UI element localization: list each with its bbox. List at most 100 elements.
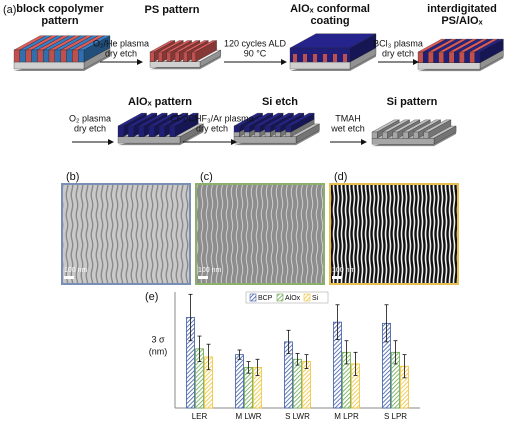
sem-image bbox=[61, 183, 191, 285]
error-bar bbox=[237, 349, 242, 360]
prism-front bbox=[43, 49, 50, 63]
block bbox=[371, 119, 457, 147]
prism-front bbox=[60, 49, 67, 63]
bar bbox=[293, 358, 302, 409]
scale-text: 100 nm bbox=[64, 267, 88, 274]
prism-front bbox=[392, 131, 398, 139]
prism-front bbox=[25, 49, 32, 63]
step-title: coating bbox=[310, 15, 349, 27]
prism-front bbox=[254, 125, 260, 133]
step-title: interdigitated bbox=[427, 3, 497, 15]
prism-front bbox=[233, 136, 297, 144]
error-bar bbox=[246, 361, 251, 374]
prism-front bbox=[264, 131, 271, 137]
prism-front bbox=[417, 51, 424, 63]
prism-front bbox=[289, 61, 351, 70]
sem-image bbox=[195, 183, 325, 285]
arrow-label: wet etch bbox=[330, 123, 365, 133]
scale-text: 100 nm bbox=[198, 267, 222, 274]
prism-front bbox=[31, 49, 38, 63]
step-title: Si etch bbox=[262, 96, 298, 108]
prism-front bbox=[371, 138, 435, 145]
prism-front bbox=[382, 131, 388, 139]
prism-front bbox=[423, 51, 429, 63]
prism-front bbox=[275, 125, 281, 133]
block bbox=[149, 40, 221, 70]
prism-front bbox=[174, 51, 180, 62]
stripe bbox=[323, 54, 327, 62]
prism-front bbox=[183, 51, 188, 62]
arrow-label: O₂ plasma bbox=[69, 113, 111, 123]
arrow-label: O₂/He plasma bbox=[93, 38, 149, 48]
arrow-label: dry etch bbox=[382, 48, 414, 58]
prism-front bbox=[148, 125, 155, 137]
x-tick-label: LER bbox=[192, 412, 208, 421]
prism-front bbox=[244, 125, 250, 133]
legend-label: BCP bbox=[258, 295, 273, 302]
step-title: PS/AlOₓ bbox=[441, 15, 483, 27]
panel-label: (c) bbox=[200, 171, 213, 183]
error-bar bbox=[286, 329, 291, 354]
error-bar bbox=[206, 343, 211, 371]
stripe bbox=[293, 54, 297, 62]
error-bar bbox=[197, 335, 202, 363]
panel-label: (b) bbox=[66, 171, 79, 183]
scale-bar bbox=[198, 276, 208, 279]
prism-front bbox=[128, 125, 134, 137]
arrow-label: TMAH bbox=[335, 113, 361, 123]
prism-front bbox=[149, 51, 155, 62]
stripe bbox=[313, 54, 317, 62]
panel-label: (d) bbox=[334, 171, 347, 183]
error-bar bbox=[353, 351, 358, 376]
bar-chart: (e) 3 σ (nm) LER M LWR S LWR M LPR S LPR BCP AlOx… bbox=[145, 291, 420, 421]
legend-label: AlOx bbox=[285, 295, 301, 302]
error-bar bbox=[384, 304, 389, 343]
prism-front bbox=[72, 49, 79, 63]
x-tick-label: M LWR bbox=[235, 412, 261, 421]
stripe bbox=[303, 54, 307, 62]
error-bar bbox=[255, 358, 260, 376]
prism-front bbox=[117, 136, 181, 144]
block bbox=[117, 112, 204, 146]
prism-front bbox=[48, 49, 55, 63]
block bbox=[13, 35, 111, 71]
arrow-label: 90 °C bbox=[244, 48, 267, 58]
arrow-label: BCl₃ plasma bbox=[373, 38, 423, 48]
error-bar bbox=[295, 353, 300, 366]
prism-front bbox=[454, 51, 460, 63]
step-title: Si pattern bbox=[387, 96, 438, 108]
prism-front bbox=[138, 125, 144, 137]
arrow-label: dry etch bbox=[196, 123, 228, 133]
arrow-label: dry etch bbox=[74, 123, 106, 133]
stripe bbox=[343, 54, 347, 62]
prism-front bbox=[469, 51, 475, 63]
prism-front bbox=[191, 51, 196, 62]
y-axis-label: (nm) bbox=[149, 346, 168, 356]
prism-front bbox=[289, 47, 351, 63]
legend-swatch bbox=[303, 293, 311, 302]
prism-front bbox=[19, 49, 26, 63]
x-tick-label: S LPR bbox=[384, 412, 407, 421]
prism-front bbox=[285, 131, 291, 137]
y-axis-label: 3 σ bbox=[151, 334, 165, 344]
prism-front bbox=[464, 51, 470, 63]
prism-front bbox=[402, 131, 409, 139]
error-bar bbox=[344, 340, 349, 365]
error-bar bbox=[304, 354, 309, 369]
block bbox=[289, 33, 377, 71]
arrow-label: dry etch bbox=[105, 48, 137, 58]
prism-front bbox=[433, 51, 439, 63]
step-title: pattern bbox=[41, 15, 79, 27]
legend-swatch bbox=[249, 293, 257, 302]
prism-front bbox=[158, 51, 163, 62]
scale-text: 100 nm bbox=[332, 267, 356, 274]
error-bar bbox=[393, 340, 398, 365]
prism-front bbox=[117, 125, 124, 137]
legend-swatch bbox=[276, 293, 284, 302]
prism-front bbox=[428, 51, 434, 63]
prism-front bbox=[244, 131, 250, 137]
panel-label: (a) bbox=[3, 4, 16, 16]
x-tick-label: M LPR bbox=[334, 412, 359, 421]
